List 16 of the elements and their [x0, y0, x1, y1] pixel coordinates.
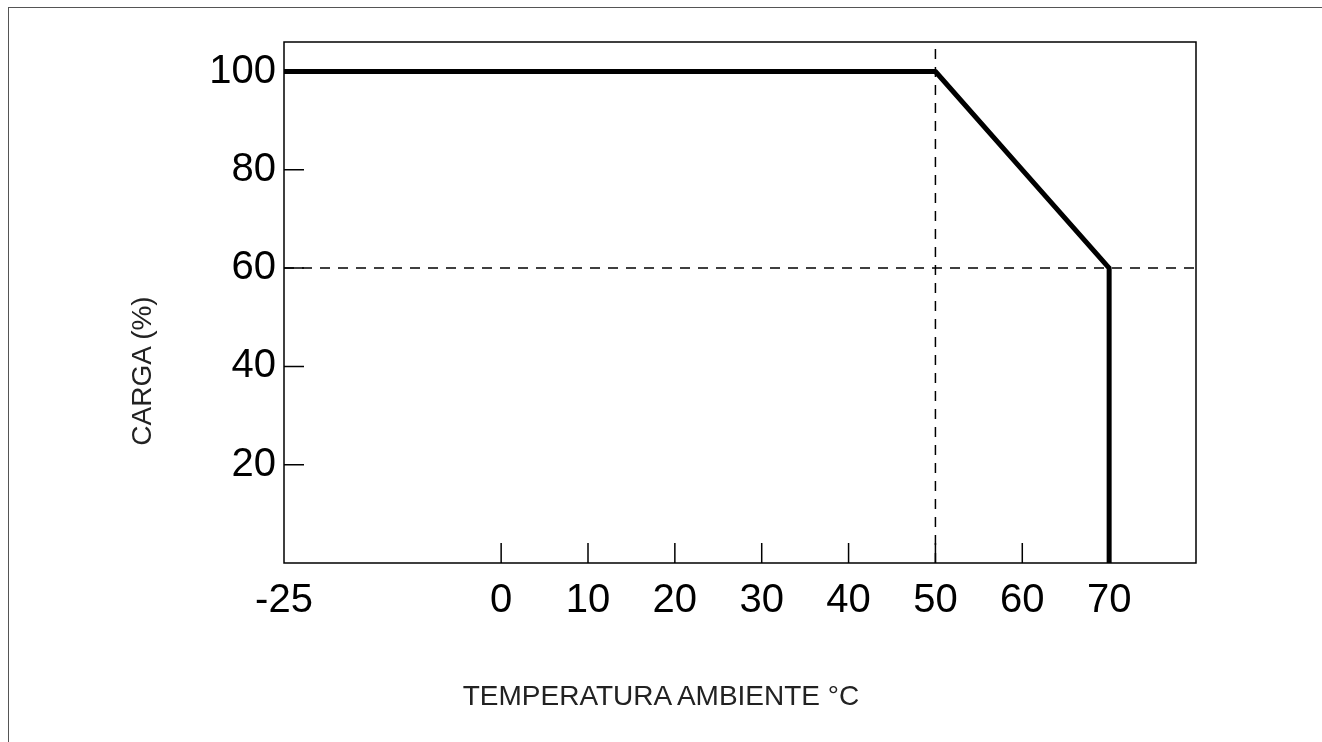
y-tick-label: 60 — [231, 243, 276, 288]
x-tick-label: 70 — [1086, 576, 1132, 621]
x-tick-label: 50 — [913, 576, 958, 621]
x-axis-title: TEMPERATURA AMBIENTE °C — [461, 680, 861, 712]
x-tick-label: 30 — [739, 576, 784, 621]
y-tick-label: 40 — [231, 341, 276, 386]
y-tick-label: 100 — [209, 46, 276, 91]
y-tick-label: 80 — [231, 144, 276, 189]
x-tick-label: 0 — [490, 576, 513, 621]
x-tick-label: 60 — [1000, 576, 1045, 621]
x-tick-label: 20 — [652, 576, 698, 621]
y-axis-title: CARGA (%) — [126, 296, 158, 446]
y-tick-label: 20 — [231, 439, 276, 484]
x-tick-label: -25 — [255, 576, 313, 621]
x-tick-label: 10 — [565, 576, 611, 621]
x-tick-label: 40 — [826, 576, 871, 621]
